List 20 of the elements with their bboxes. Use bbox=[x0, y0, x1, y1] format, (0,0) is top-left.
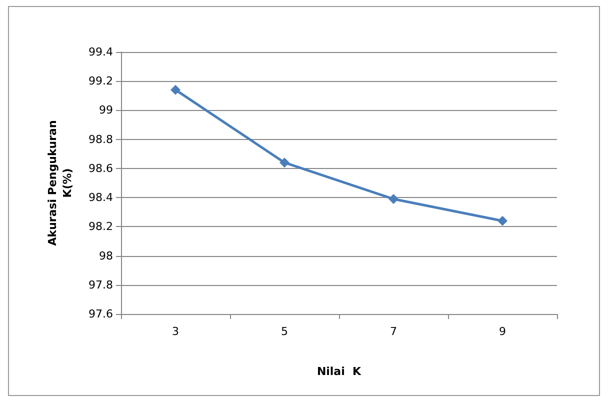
y-tick-label: 99.2 bbox=[88, 74, 113, 88]
y-axis-title: Akurasi Pengukuran K(%) bbox=[46, 120, 74, 246]
y-tick-label: 98.8 bbox=[88, 132, 113, 146]
y-tick-label: 98.4 bbox=[88, 191, 113, 204]
point bbox=[280, 158, 290, 168]
x-axis-title: Nilai K bbox=[316, 365, 362, 378]
y-tick-label: 98.2 bbox=[88, 220, 113, 234]
y-tick-label: 97.6 bbox=[88, 308, 113, 320]
y-tick-label: 99 bbox=[99, 104, 113, 117]
x-tick-label: 3 bbox=[172, 325, 179, 338]
x-tick-label: 7 bbox=[390, 325, 397, 338]
point bbox=[388, 194, 398, 204]
y-tick-label: 99.4 bbox=[88, 46, 113, 58]
x-tick-label: 9 bbox=[499, 325, 506, 338]
y-tick-label: 97.8 bbox=[88, 278, 113, 292]
y-tick-label: 98.6 bbox=[88, 162, 113, 175]
point bbox=[170, 84, 180, 95]
x-tick-label: 5 bbox=[281, 325, 288, 338]
point bbox=[498, 216, 508, 226]
y-tick-label: 98 bbox=[99, 249, 113, 262]
